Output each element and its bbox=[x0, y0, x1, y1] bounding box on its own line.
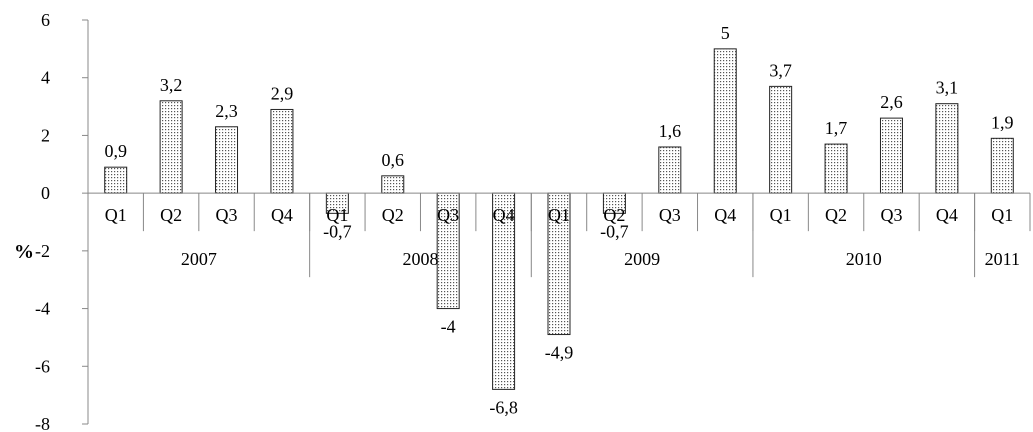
bar bbox=[381, 175, 405, 194]
y-axis-title: % bbox=[14, 241, 34, 263]
group-label: 2007 bbox=[181, 249, 217, 269]
y-tick-label: 4 bbox=[41, 68, 50, 88]
y-tick-label: 2 bbox=[41, 125, 50, 145]
bar bbox=[769, 85, 793, 194]
bar bbox=[713, 48, 737, 194]
data-label: 3,7 bbox=[769, 60, 792, 80]
data-label: 3,1 bbox=[936, 78, 959, 98]
bar bbox=[935, 103, 959, 194]
group-label: 2010 bbox=[846, 249, 882, 269]
bar bbox=[990, 137, 1014, 194]
data-label: 1,7 bbox=[825, 118, 848, 138]
y-tick-label: -4 bbox=[35, 299, 50, 319]
data-label: -0,7 bbox=[323, 221, 352, 241]
category-label: Q4 bbox=[936, 205, 958, 225]
x-axis: Q1 Q2 Q3 Q4 Q1 Q2 Q3 Q4 Q1 Q2 Q3 Q4 Q1 Q2 Q3 Q4 Q1 2007 20… bbox=[87, 192, 1031, 278]
bar bbox=[824, 143, 848, 194]
category-label: Q3 bbox=[216, 205, 238, 225]
bar bbox=[658, 146, 682, 194]
category-label: Q2 bbox=[382, 205, 404, 225]
category-label: Q4 bbox=[271, 205, 293, 225]
bar bbox=[159, 100, 183, 194]
data-label: 2,9 bbox=[271, 83, 294, 103]
category-label: Q1 bbox=[991, 205, 1013, 225]
category-label: Q3 bbox=[880, 205, 902, 225]
bar bbox=[104, 166, 128, 194]
y-tick-label: 0 bbox=[41, 183, 50, 203]
group-label: 2008 bbox=[402, 249, 438, 269]
category-label: Q3 bbox=[659, 205, 681, 225]
category-label: Q4 bbox=[714, 205, 736, 225]
y-tick-label: -8 bbox=[35, 414, 50, 432]
data-label: 2,3 bbox=[215, 101, 238, 121]
y-tick-label: -2 bbox=[35, 241, 50, 261]
category-label: Q1 bbox=[105, 205, 127, 225]
category-label: Q2 bbox=[160, 205, 182, 225]
y-tick-label: -6 bbox=[35, 356, 50, 376]
bar bbox=[879, 117, 903, 194]
data-label: 1,6 bbox=[659, 121, 682, 141]
category-label: Q4 bbox=[493, 205, 515, 225]
data-label: -0,7 bbox=[600, 221, 629, 241]
category-label: Q1 bbox=[548, 205, 570, 225]
bar bbox=[215, 126, 239, 194]
category-label: Q1 bbox=[770, 205, 792, 225]
data-label: 0,9 bbox=[104, 141, 127, 161]
bars: 0,9 3,2 2,3 2,9 -0,7 0,6 -4 -6,8 -4,9 -0,7 1,6 5 3,7… bbox=[104, 23, 1014, 417]
category-label: Q3 bbox=[437, 205, 459, 225]
data-label: 1,9 bbox=[991, 112, 1014, 132]
data-label: -6,8 bbox=[489, 397, 518, 417]
bar bbox=[270, 108, 294, 194]
category-label: Q2 bbox=[603, 205, 625, 225]
y-tick-label: 6 bbox=[41, 10, 50, 30]
group-label: 2009 bbox=[624, 249, 660, 269]
category-label: Q2 bbox=[825, 205, 847, 225]
data-label: 3,2 bbox=[160, 75, 183, 95]
data-label: 5 bbox=[721, 23, 730, 43]
group-label: 2011 bbox=[985, 249, 1020, 269]
data-label: 0,6 bbox=[382, 150, 405, 170]
data-label: 2,6 bbox=[880, 92, 903, 112]
category-label: Q1 bbox=[326, 205, 348, 225]
data-label: -4,9 bbox=[545, 343, 574, 363]
data-label: -4 bbox=[441, 317, 456, 337]
y-axis: 6 4 2 0 -2 -4 -6 -8 bbox=[35, 10, 89, 432]
